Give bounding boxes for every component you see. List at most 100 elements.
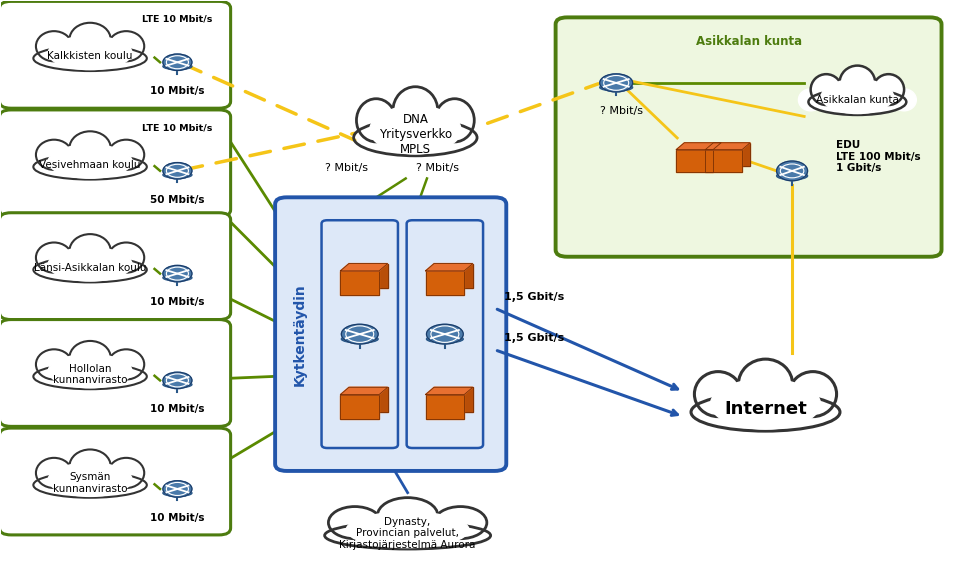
Ellipse shape — [346, 512, 468, 548]
Ellipse shape — [356, 99, 395, 142]
Ellipse shape — [130, 257, 158, 278]
Ellipse shape — [21, 472, 50, 494]
Ellipse shape — [466, 522, 507, 545]
Ellipse shape — [130, 154, 158, 176]
FancyBboxPatch shape — [321, 220, 397, 448]
Ellipse shape — [341, 119, 371, 150]
Polygon shape — [425, 263, 472, 271]
FancyBboxPatch shape — [0, 213, 231, 320]
Ellipse shape — [48, 36, 132, 69]
Ellipse shape — [307, 522, 349, 545]
Ellipse shape — [108, 242, 144, 273]
Text: Asikkalan kunta: Asikkalan kunta — [815, 95, 898, 105]
Ellipse shape — [872, 74, 903, 105]
Text: Sysmän
kunnanvirasto: Sysmän kunnanvirasto — [52, 472, 127, 494]
Ellipse shape — [163, 381, 192, 387]
Polygon shape — [340, 263, 388, 271]
FancyBboxPatch shape — [0, 110, 231, 217]
Text: Internet: Internet — [724, 400, 806, 418]
Text: 50 Mbit/s: 50 Mbit/s — [150, 195, 204, 205]
Text: Länsi-Asikkalan koulu: Länsi-Asikkalan koulu — [34, 263, 146, 273]
Ellipse shape — [48, 354, 132, 388]
Ellipse shape — [341, 324, 378, 344]
Text: DNA
Yritysverkko
MPLS: DNA Yritysverkko MPLS — [379, 113, 452, 156]
Ellipse shape — [426, 335, 463, 343]
Ellipse shape — [48, 463, 132, 497]
Ellipse shape — [810, 74, 841, 105]
Ellipse shape — [108, 458, 144, 488]
Ellipse shape — [374, 499, 440, 538]
Ellipse shape — [163, 63, 192, 69]
Ellipse shape — [130, 45, 158, 67]
Polygon shape — [675, 143, 720, 150]
Ellipse shape — [433, 507, 486, 538]
Ellipse shape — [21, 364, 50, 385]
Ellipse shape — [163, 490, 192, 497]
Polygon shape — [340, 387, 388, 394]
Ellipse shape — [58, 366, 122, 390]
FancyBboxPatch shape — [555, 17, 941, 257]
Ellipse shape — [68, 133, 112, 170]
FancyBboxPatch shape — [0, 320, 231, 426]
Ellipse shape — [328, 507, 381, 538]
Ellipse shape — [599, 84, 632, 91]
Ellipse shape — [360, 525, 454, 549]
Ellipse shape — [325, 522, 490, 549]
Text: 10 Mbit/s: 10 Mbit/s — [150, 404, 204, 414]
Ellipse shape — [690, 393, 839, 431]
Ellipse shape — [108, 350, 144, 379]
Ellipse shape — [130, 472, 158, 494]
Ellipse shape — [33, 472, 146, 498]
Ellipse shape — [58, 48, 122, 71]
FancyBboxPatch shape — [0, 1, 231, 108]
Text: LTE 10 Mbit/s: LTE 10 Mbit/s — [142, 15, 212, 24]
Polygon shape — [425, 387, 472, 394]
Text: 10 Mbit/s: 10 Mbit/s — [150, 513, 204, 523]
Ellipse shape — [36, 139, 72, 170]
Polygon shape — [425, 271, 464, 295]
Ellipse shape — [58, 259, 122, 283]
Text: LTE 10 Mbit/s: LTE 10 Mbit/s — [142, 123, 212, 133]
Polygon shape — [712, 143, 749, 166]
Ellipse shape — [789, 371, 835, 417]
Text: 1,5 Gbit/s: 1,5 Gbit/s — [504, 292, 564, 302]
Ellipse shape — [837, 67, 876, 105]
Text: Kalkkisten koulu: Kalkkisten koulu — [47, 51, 133, 61]
Text: Dynasty,
Provincian palvelut,
Kirjastojärjestelmä Aurora: Dynasty, Provincian palvelut, Kirjastojä… — [339, 517, 476, 550]
FancyBboxPatch shape — [406, 220, 483, 448]
Polygon shape — [704, 150, 741, 172]
Ellipse shape — [807, 89, 905, 115]
Ellipse shape — [426, 324, 463, 344]
Ellipse shape — [33, 364, 146, 389]
Polygon shape — [340, 271, 379, 295]
Ellipse shape — [33, 45, 146, 71]
Polygon shape — [433, 263, 472, 288]
Ellipse shape — [21, 154, 50, 176]
Polygon shape — [349, 387, 388, 412]
Ellipse shape — [163, 265, 192, 282]
Ellipse shape — [108, 139, 144, 170]
Ellipse shape — [776, 172, 807, 180]
Polygon shape — [433, 387, 472, 412]
Text: ? Mbit/s: ? Mbit/s — [599, 106, 641, 116]
Ellipse shape — [599, 74, 632, 92]
Ellipse shape — [821, 79, 892, 114]
Ellipse shape — [163, 162, 192, 179]
Ellipse shape — [68, 236, 112, 273]
Ellipse shape — [163, 54, 192, 71]
Ellipse shape — [68, 25, 112, 61]
Polygon shape — [425, 394, 464, 419]
Ellipse shape — [36, 242, 72, 273]
Polygon shape — [684, 143, 720, 166]
Polygon shape — [349, 263, 388, 288]
Ellipse shape — [891, 89, 916, 111]
Ellipse shape — [709, 379, 820, 429]
Ellipse shape — [163, 372, 192, 389]
Ellipse shape — [828, 91, 885, 115]
Ellipse shape — [797, 89, 822, 111]
FancyBboxPatch shape — [0, 428, 231, 535]
Text: 10 Mbit/s: 10 Mbit/s — [150, 86, 204, 96]
Ellipse shape — [130, 364, 158, 385]
Text: ? Mbit/s: ? Mbit/s — [415, 163, 458, 173]
Polygon shape — [340, 394, 379, 419]
